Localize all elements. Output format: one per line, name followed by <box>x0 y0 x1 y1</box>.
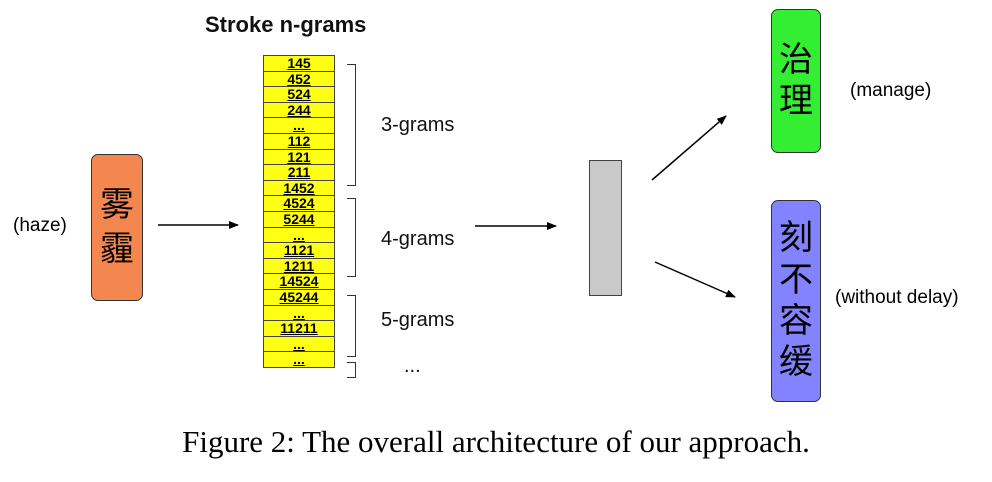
hidden-layer-box <box>589 160 622 296</box>
ngram-cell: 5244 <box>264 210 334 227</box>
ngram-cell: 1121 <box>264 242 334 258</box>
ngram-cell: 211 <box>264 164 334 180</box>
more-bracket <box>347 362 356 378</box>
output-gloss: (without delay) <box>835 287 959 308</box>
input-gloss: (haze) <box>13 215 67 236</box>
output-char: 理 <box>779 81 813 121</box>
output-char: 容 <box>779 301 813 341</box>
ngram-cell: ... <box>264 226 334 243</box>
ngram-cell: 524 <box>264 86 334 102</box>
ngram-cell: 1452 <box>264 179 334 196</box>
ngram-cell: ... <box>264 351 334 367</box>
fivegram-bracket <box>347 295 356 357</box>
ngram-cell: 14524 <box>264 273 334 289</box>
output-word-box: 治 理 <box>771 9 821 153</box>
trigram-bracket <box>347 64 356 186</box>
output-char: 缓 <box>779 342 813 383</box>
ngram-cell: ... <box>264 304 334 321</box>
group-label-3grams: 3-grams <box>381 114 455 136</box>
ngram-cell: 452 <box>264 70 334 87</box>
ngram-stack: 145 452 524 244 ... 112 121 211 1452 452… <box>263 55 335 368</box>
ngram-cell: 121 <box>264 148 334 165</box>
input-char: 雾 <box>100 185 134 226</box>
output-word-box: 刻 不 容 缓 <box>771 200 821 402</box>
fourgram-bracket <box>347 198 356 277</box>
ngram-cell: 244 <box>264 101 334 118</box>
input-char: 霾 <box>100 228 134 269</box>
ngram-cell: ... <box>264 335 334 352</box>
input-word-box: 雾 霾 <box>91 154 143 301</box>
group-label-5grams: 5-grams <box>381 309 455 331</box>
figure-caption: Figure 2: The overall architecture of ou… <box>182 424 810 459</box>
diagram-title: Stroke n-grams <box>205 12 367 37</box>
ngram-cell: ... <box>264 117 334 133</box>
ngram-cell: 1211 <box>264 257 334 274</box>
output-gloss: (manage) <box>850 80 932 101</box>
group-label-4grams: 4-grams <box>381 228 455 250</box>
arrow-hidden-to-output-2 <box>654 261 736 298</box>
output-char: 治 <box>779 39 813 80</box>
ngram-cell: 45244 <box>264 288 334 305</box>
ngram-cell: 11211 <box>264 320 334 336</box>
output-char: 刻 <box>779 218 813 259</box>
output-char: 不 <box>779 259 813 300</box>
group-label-more: ... <box>404 355 421 377</box>
ngram-cell: 112 <box>264 132 334 149</box>
arrow-hidden-to-output-1 <box>651 115 727 181</box>
ngram-cell: 145 <box>287 56 311 71</box>
ngram-cell: 4524 <box>264 195 334 211</box>
